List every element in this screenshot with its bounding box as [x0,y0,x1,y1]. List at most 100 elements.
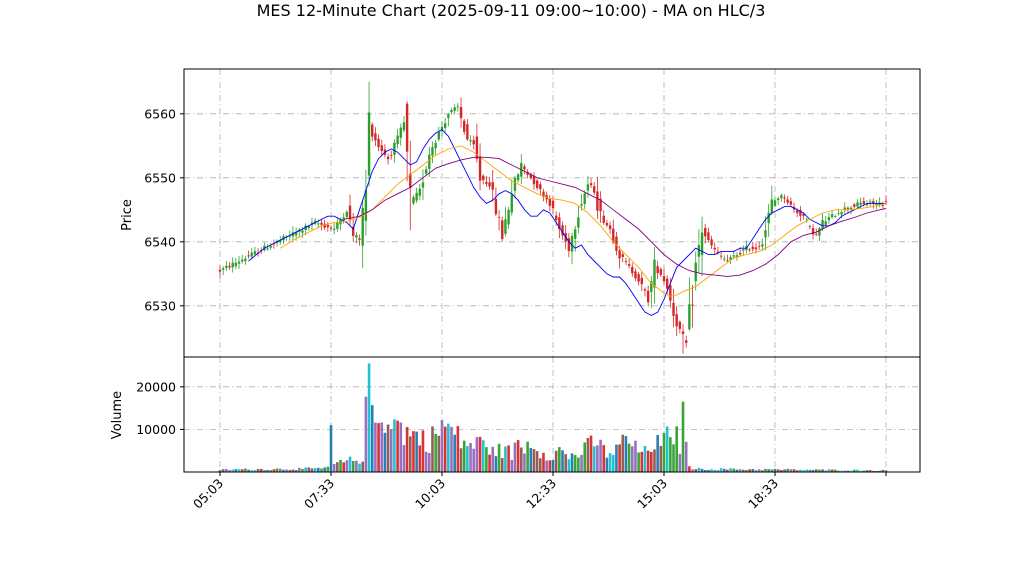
volume-bar [256,468,260,472]
volume-bar [345,460,349,472]
volume-bar [627,443,631,472]
candle-body [602,215,605,223]
volume-bar [434,434,437,472]
volume-bar [402,445,406,472]
volume-bar [320,468,323,472]
x-axis-ticks: 05:03 07:33 10:03 12:33 15:03 18:33 [190,472,887,512]
candle-body [361,207,364,246]
volume-bar [814,469,818,472]
candle-body [884,201,888,202]
candle-body [250,252,253,257]
candle-body [504,219,507,234]
candle-body [770,199,774,214]
candle-body [827,217,831,221]
volume-bar [767,469,770,472]
volume-bar [500,458,504,472]
volume-bar [510,459,514,472]
candle-body [469,140,472,142]
volume-bar [282,469,285,472]
volume-bar [351,461,355,472]
candle-body [656,266,659,274]
volume-bar [228,470,231,472]
candle-body [599,198,602,212]
candle-body [367,112,371,176]
volume-bar [225,469,228,472]
candle-body [415,192,418,201]
volume-bar [789,469,793,472]
candle-body [434,142,437,149]
candle-body [862,201,865,204]
candle-body [424,169,428,174]
candle-body [390,154,393,156]
candle-body [485,181,488,184]
volume-bar [424,451,428,472]
candle-body [650,281,653,292]
candle-body [561,225,564,236]
volume-bar [643,445,647,472]
volume-bar [240,469,244,472]
candle-body [811,228,815,235]
candle-body [621,254,624,257]
volume-bar [447,423,450,472]
candle-body [440,127,444,131]
volume-bar [370,405,374,472]
volume-bar [519,447,523,472]
candle-body [634,271,637,279]
candle-body [596,191,599,211]
candle-body [799,209,802,216]
candle-body [875,202,878,205]
candle-body [881,205,885,206]
candle-body [241,259,244,262]
volume-bar [218,470,222,472]
volume-bar [611,454,615,472]
candle-body [529,173,532,179]
candle-body [374,133,377,141]
candle-body [710,239,713,246]
candle-body [773,200,777,206]
candle-body [786,199,789,203]
volume-bar [545,460,548,472]
candle-body [805,219,808,221]
candle-body [659,269,663,275]
volume-bar [808,469,812,472]
volume-bar [726,469,729,472]
volume-bar [710,469,713,472]
volume-bar [421,430,425,472]
volume-bar [377,423,380,472]
candle-body [662,276,666,282]
candle-body [428,154,431,169]
volume-bars [218,363,888,472]
volume-bar [672,444,675,472]
volume-bar [285,469,288,472]
volume-bar [738,469,742,472]
volume-bar [250,470,254,472]
volume-bar [408,436,412,472]
x-tick-label: 12:33 [523,476,559,512]
volume-bar [278,468,282,472]
candle-body [704,228,707,237]
volume-bar [751,469,755,472]
volume-bar [662,432,666,472]
candle-body [738,252,742,255]
candle-body [323,223,326,228]
moving-average-lines [248,129,887,316]
price-y-ticks: 6530 6540 6550 6560 [144,106,184,313]
candle-body [624,261,628,262]
candle-body [837,213,840,215]
volume-bar [615,444,618,472]
volume-bar [488,454,491,472]
volume-bar [821,469,824,472]
volume-bar [466,446,469,472]
candle-body [358,238,361,240]
candle-body [320,222,323,225]
candle-body [757,245,761,247]
volume-bar [630,446,634,472]
candle-body [478,156,482,181]
candle-body [412,197,415,204]
x-tick-label: 18:33 [745,476,781,512]
candle-body [764,230,767,238]
volume-bar [684,441,688,472]
volume-bar [507,445,510,472]
volume-bar [852,469,856,472]
